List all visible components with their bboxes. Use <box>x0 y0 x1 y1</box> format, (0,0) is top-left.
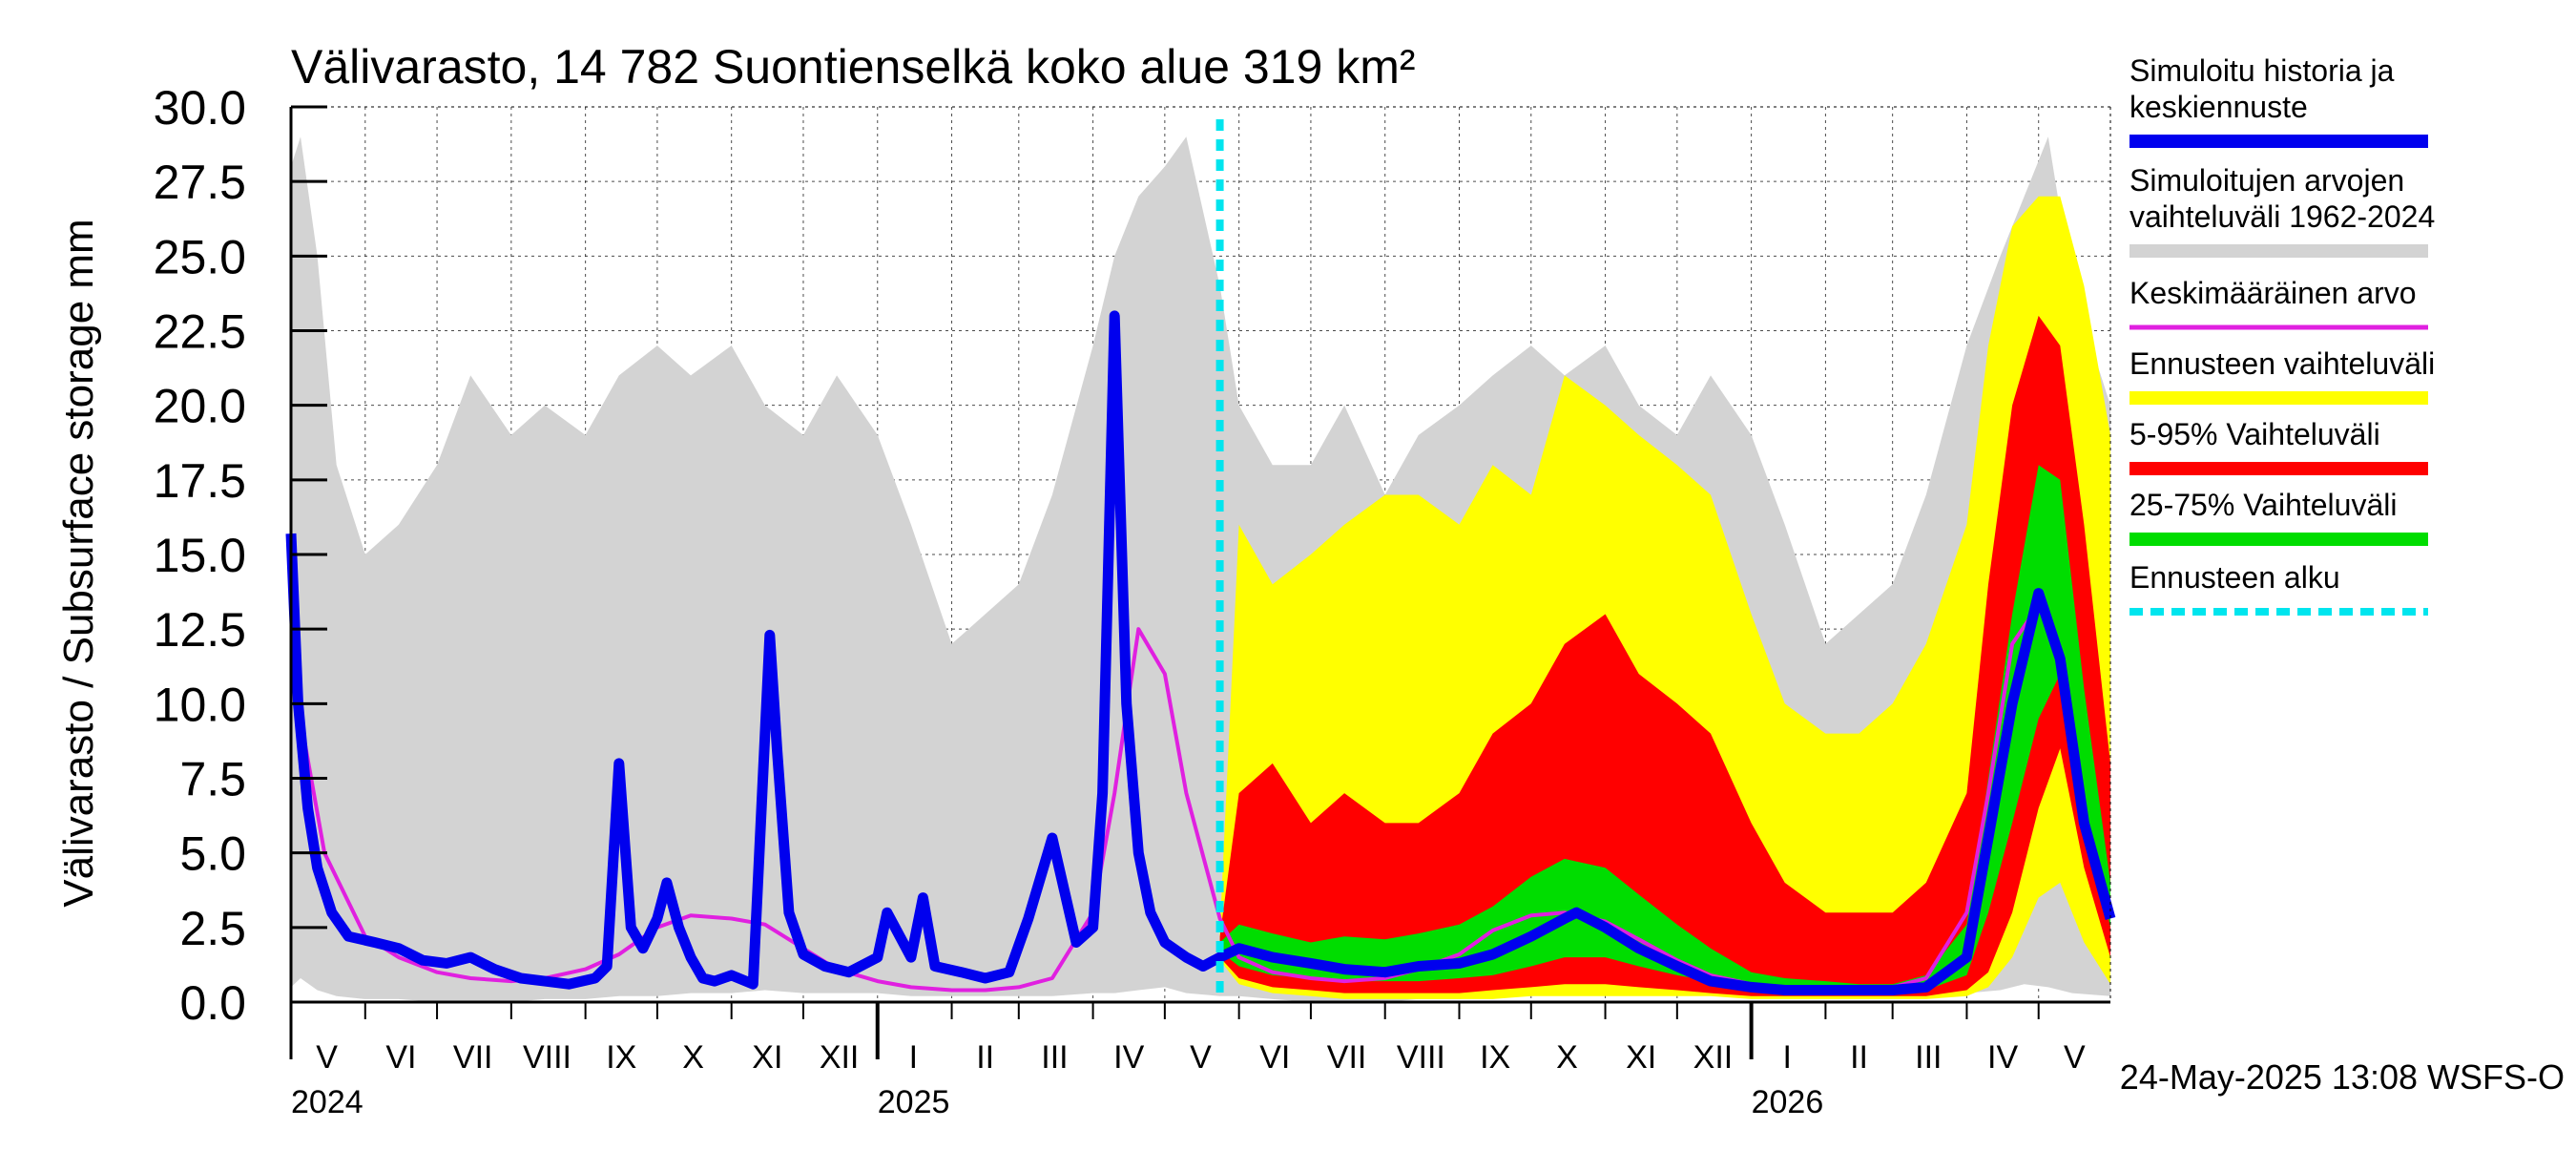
y-tick-labels: 0.0 2.5 5.0 7.5 10.0 12.5 15.0 17.5 20.0 22.5 25.0… <box>154 81 246 1030</box>
chart-title: Välivarasto, 14 782 Suontienselkä koko a… <box>291 40 1416 94</box>
band-ffff00 <box>1219 196 2110 999</box>
legend-label: Simuloitu historia ja keskiennuste <box>2129 53 2395 124</box>
y-axis-label: Välivarasto / Subsurface storage mm <box>55 219 102 907</box>
x-month-label: I <box>1783 1039 1792 1076</box>
x-month-label: VI <box>385 1039 416 1076</box>
legend-label: Keskimääräinen arvo <box>2129 276 2417 310</box>
x-month-label: IV <box>1987 1039 2018 1076</box>
x-tick-labels: V VI VII VIII IX X XI XII I II III IV V VI VII VIII IX X X… <box>291 1039 2086 1120</box>
x-month-label: III <box>1915 1039 1942 1076</box>
series-lines <box>285 310 2116 995</box>
x-month-label: II <box>1850 1039 1868 1076</box>
x-month-label: V <box>2064 1039 2086 1076</box>
x-month-label: X <box>1556 1039 1578 1076</box>
x-month-label: VII <box>1327 1039 1367 1076</box>
y-tick-label: 17.5 <box>154 454 246 508</box>
x-month-label: III <box>1041 1039 1068 1076</box>
legend-label: Ennusteen vaihteluväli <box>2129 346 2435 381</box>
y-tick-label: 10.0 <box>154 678 246 731</box>
legend-label: 5-95% Vaihteluväli <box>2129 417 2380 451</box>
y-tick-label: 15.0 <box>154 529 246 582</box>
x-month-label: VIII <box>523 1039 571 1076</box>
y-tick-label: 2.5 <box>179 902 246 955</box>
y-tick-label: 0.0 <box>179 976 246 1030</box>
y-tick-label: 20.0 <box>154 380 246 433</box>
legend: Simuloitu historia ja keskiennuste Simuloi… <box>2129 53 2435 616</box>
band-areas <box>291 136 2110 1003</box>
y-tick-label: 27.5 <box>154 156 246 209</box>
x-month-label: VII <box>453 1039 493 1076</box>
x-year-label: 2025 <box>878 1084 950 1120</box>
x-month-label: I <box>909 1039 918 1076</box>
legend-label: 25-75% Vaihteluväli <box>2129 488 2397 522</box>
x-month-label: XI <box>752 1039 782 1076</box>
axes <box>289 105 2111 1059</box>
y-tick-label: 5.0 <box>179 827 246 881</box>
y-tick-label: 7.5 <box>179 753 246 806</box>
x-month-label: V <box>1190 1039 1212 1076</box>
y-tick-label: 12.5 <box>154 603 246 657</box>
x-year-label: 2024 <box>291 1084 364 1120</box>
legend-label: Ennusteen alku <box>2129 560 2340 595</box>
x-year-label: 2026 <box>1752 1084 1824 1120</box>
legend-label: Simuloitujen arvojen vaihteluväli 1962-20… <box>2129 163 2435 234</box>
x-month-label: VIII <box>1397 1039 1445 1076</box>
x-month-label: V <box>316 1039 338 1076</box>
simulated-history-line <box>285 310 2116 995</box>
x-month-label: X <box>682 1039 704 1076</box>
x-month-label: XII <box>820 1039 860 1076</box>
x-month-label: VI <box>1259 1039 1290 1076</box>
y-tick-label: 30.0 <box>154 81 246 135</box>
x-month-label: IX <box>606 1039 636 1076</box>
x-month-label: XII <box>1693 1039 1734 1076</box>
x-month-label: XI <box>1626 1039 1656 1076</box>
x-month-label: IV <box>1113 1039 1144 1076</box>
y-tick-label: 25.0 <box>154 230 246 283</box>
x-month-label: II <box>976 1039 994 1076</box>
x-month-label: IX <box>1480 1039 1510 1076</box>
y-tick-label: 22.5 <box>154 305 246 359</box>
band-ff0000 <box>1219 315 2110 996</box>
footer-timestamp: 24-May-2025 13:08 WSFS-O <box>2120 1057 2565 1097</box>
